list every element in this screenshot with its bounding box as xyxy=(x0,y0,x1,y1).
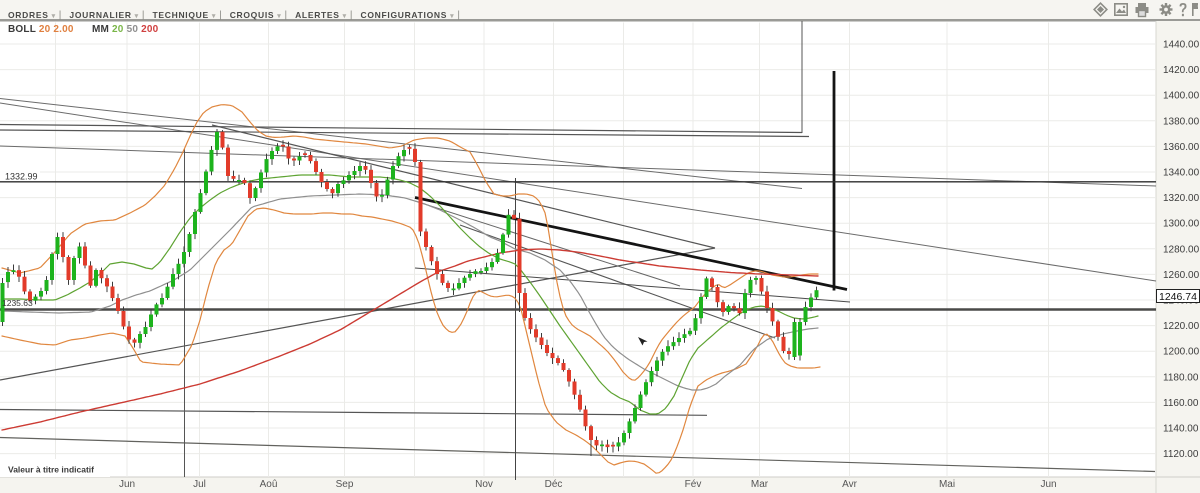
svg-text:Jun: Jun xyxy=(1040,479,1056,490)
svg-text:1160.00: 1160.00 xyxy=(1163,398,1199,409)
svg-text:1220.00: 1220.00 xyxy=(1163,321,1200,332)
svg-text:Avr: Avr xyxy=(842,479,857,490)
svg-text:1280.00: 1280.00 xyxy=(1163,244,1200,255)
svg-text:Fév: Fév xyxy=(685,479,702,490)
svg-text:1360.00: 1360.00 xyxy=(1163,142,1200,153)
svg-text:1380.00: 1380.00 xyxy=(1163,116,1200,127)
svg-text:Jun: Jun xyxy=(119,479,135,490)
svg-text:Jul: Jul xyxy=(193,479,206,490)
svg-text:1400.00: 1400.00 xyxy=(1163,91,1200,102)
svg-text:1140.00: 1140.00 xyxy=(1163,424,1199,435)
svg-text:1332.99: 1332.99 xyxy=(5,172,38,182)
svg-text:1320.00: 1320.00 xyxy=(1163,193,1200,204)
svg-text:1246.74: 1246.74 xyxy=(1159,291,1197,303)
svg-text:1340.00: 1340.00 xyxy=(1163,168,1200,179)
svg-text:1300.00: 1300.00 xyxy=(1163,219,1200,230)
svg-text:Déc: Déc xyxy=(545,479,563,490)
svg-text:Sep: Sep xyxy=(336,479,354,490)
svg-text:Valeur à titre indicatif: Valeur à titre indicatif xyxy=(8,465,94,475)
svg-text:Aoû: Aoû xyxy=(260,479,278,490)
svg-text:1260.00: 1260.00 xyxy=(1163,270,1200,281)
svg-text:Nov: Nov xyxy=(475,479,493,490)
svg-text:Mai: Mai xyxy=(939,479,955,490)
svg-text:Mar: Mar xyxy=(751,479,769,490)
svg-text:1120.00: 1120.00 xyxy=(1163,449,1199,460)
svg-text:1200.00: 1200.00 xyxy=(1163,347,1200,358)
svg-text:1420.00: 1420.00 xyxy=(1163,65,1200,76)
svg-text:1180.00: 1180.00 xyxy=(1163,372,1199,383)
svg-text:1440.00: 1440.00 xyxy=(1163,40,1200,51)
svg-text:1235.63: 1235.63 xyxy=(2,298,33,308)
